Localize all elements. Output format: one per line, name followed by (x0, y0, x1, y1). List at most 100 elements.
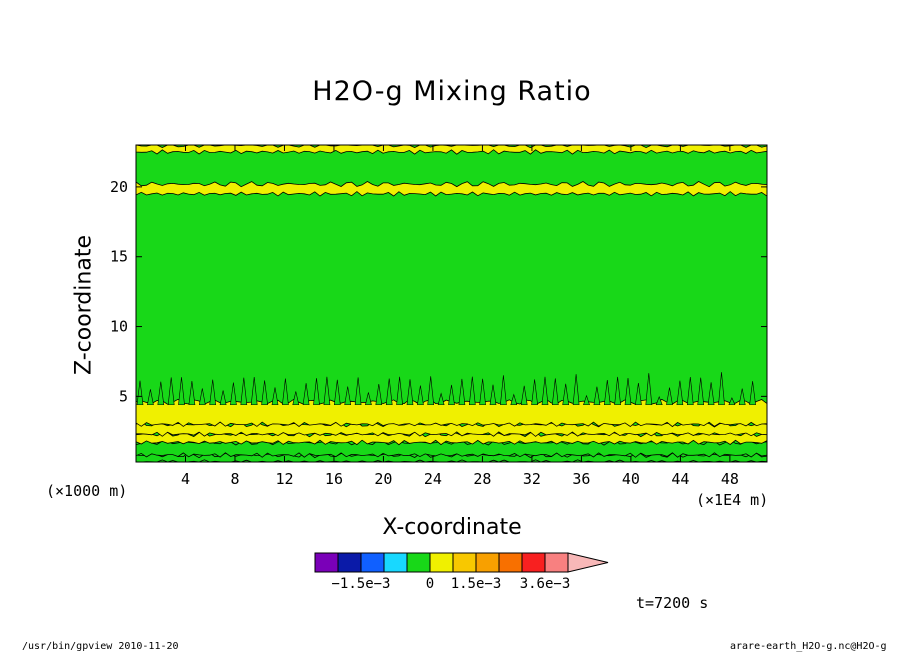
contour-spike (562, 383, 570, 406)
x-tick-label: 12 (275, 470, 293, 488)
contour-spike (738, 388, 746, 406)
contour-spike (354, 377, 362, 406)
contour-spike (489, 384, 497, 406)
contour-spike (219, 390, 227, 406)
contour-spike (292, 391, 300, 406)
contour-spike (230, 382, 237, 406)
contour-spike (323, 376, 331, 406)
contour-spike (614, 376, 621, 406)
x-tick-label: 44 (671, 470, 689, 488)
contour-spike (209, 379, 217, 406)
colorbar: −1.5e−3 0 1.5e−3 3.6e−3 (314, 552, 609, 592)
contour-spike (551, 378, 559, 406)
contour-spike (697, 377, 705, 406)
contour-spike (188, 381, 196, 406)
x-tick-label: 40 (622, 470, 640, 488)
contour-spike (417, 385, 424, 406)
y-axis-label: Z-coordinate (71, 235, 97, 375)
contour-spike (385, 378, 393, 406)
x-tick-label: 32 (523, 470, 541, 488)
x-tick-label: 24 (424, 470, 442, 488)
contour-spike (686, 376, 694, 406)
contour-spike (271, 387, 279, 406)
x-unit-label: (×1000 m) (46, 482, 128, 500)
x-tick-label: 4 (181, 470, 190, 488)
contour-spike (282, 378, 289, 406)
contour-spike (396, 376, 403, 406)
contour-plot-area (135, 144, 768, 463)
time-label: t=7200 s (636, 594, 709, 612)
contour-spike (147, 389, 154, 406)
contour-spike (448, 384, 455, 406)
contour-spike (178, 377, 185, 406)
contour-spike (344, 386, 352, 406)
colorbar-label: 0 (426, 576, 434, 592)
contour-spike (676, 380, 684, 406)
contour-spike (624, 377, 632, 406)
y-tick-label: 15 (110, 248, 128, 266)
colorbar-cell (337, 552, 362, 573)
colorbar-arrow (567, 552, 609, 573)
colorbar-cell (406, 552, 431, 573)
contour-spike (510, 393, 518, 406)
contour-spike (572, 374, 580, 406)
plot-frame (135, 144, 768, 463)
contour-spike (468, 376, 476, 406)
contour-spike (666, 387, 673, 406)
contour-spike (240, 377, 248, 406)
contour-spike (531, 379, 538, 406)
y-tick-label: 20 (110, 178, 128, 196)
colorbar-cell (475, 552, 500, 573)
colorbar-cell (383, 552, 408, 573)
x-tick-label: 16 (325, 470, 343, 488)
contour-spike (718, 372, 725, 406)
contour-spike (437, 392, 445, 406)
x-tick-label: 36 (572, 470, 590, 488)
contour-spike (313, 378, 320, 406)
y-tick-label: 10 (110, 318, 128, 336)
contour-spike (406, 379, 414, 406)
x-tick-label: 28 (473, 470, 491, 488)
colorbar-cell (429, 552, 454, 573)
x-tick-label: 48 (721, 470, 739, 488)
x-scale-label: (×1E4 m) (696, 491, 769, 509)
colorbar-cell (498, 552, 523, 573)
contour-spike (707, 382, 715, 406)
chart-title: H2O-g Mixing Ratio (312, 76, 592, 107)
colorbar-cell (314, 552, 339, 573)
contour-spike (583, 394, 590, 406)
contour-spike (136, 380, 144, 406)
contour-spike (167, 377, 175, 406)
x-tick-label: 8 (230, 470, 239, 488)
y-tick-label: 5 (119, 387, 128, 405)
contour-spike (635, 382, 642, 406)
x-tick-label: 20 (374, 470, 392, 488)
contour-spike (728, 397, 736, 406)
contour-spike (479, 378, 486, 406)
contour-spike (541, 376, 549, 406)
contour-spike (593, 386, 601, 406)
footer-right: arare-earth_H2O-g.nc@H2O-g (730, 641, 887, 652)
contour-spike (520, 385, 528, 406)
contour-spike (427, 376, 435, 406)
contour-spike (333, 379, 341, 406)
x-axis-label: X-coordinate (382, 515, 522, 540)
contour-spike (655, 395, 663, 406)
contour-spike (157, 381, 165, 406)
contour-spike (603, 379, 611, 406)
colorbar-label: −1.5e−3 (331, 576, 390, 592)
colorbar-cell (360, 552, 385, 573)
contour-spike (302, 383, 310, 406)
contour-spike (458, 378, 466, 406)
colorbar-cell (521, 552, 546, 573)
contour-spike (749, 381, 756, 406)
footer-left: /usr/bin/gpview 2010-11-20 (22, 641, 179, 652)
contour-spike (375, 383, 383, 406)
colorbar-cell (544, 552, 569, 573)
contour-spike (365, 392, 372, 406)
contour-spike (645, 373, 653, 406)
colorbar-label: 1.5e−3 (451, 576, 502, 592)
colorbar-label: 3.6e−3 (520, 576, 571, 592)
